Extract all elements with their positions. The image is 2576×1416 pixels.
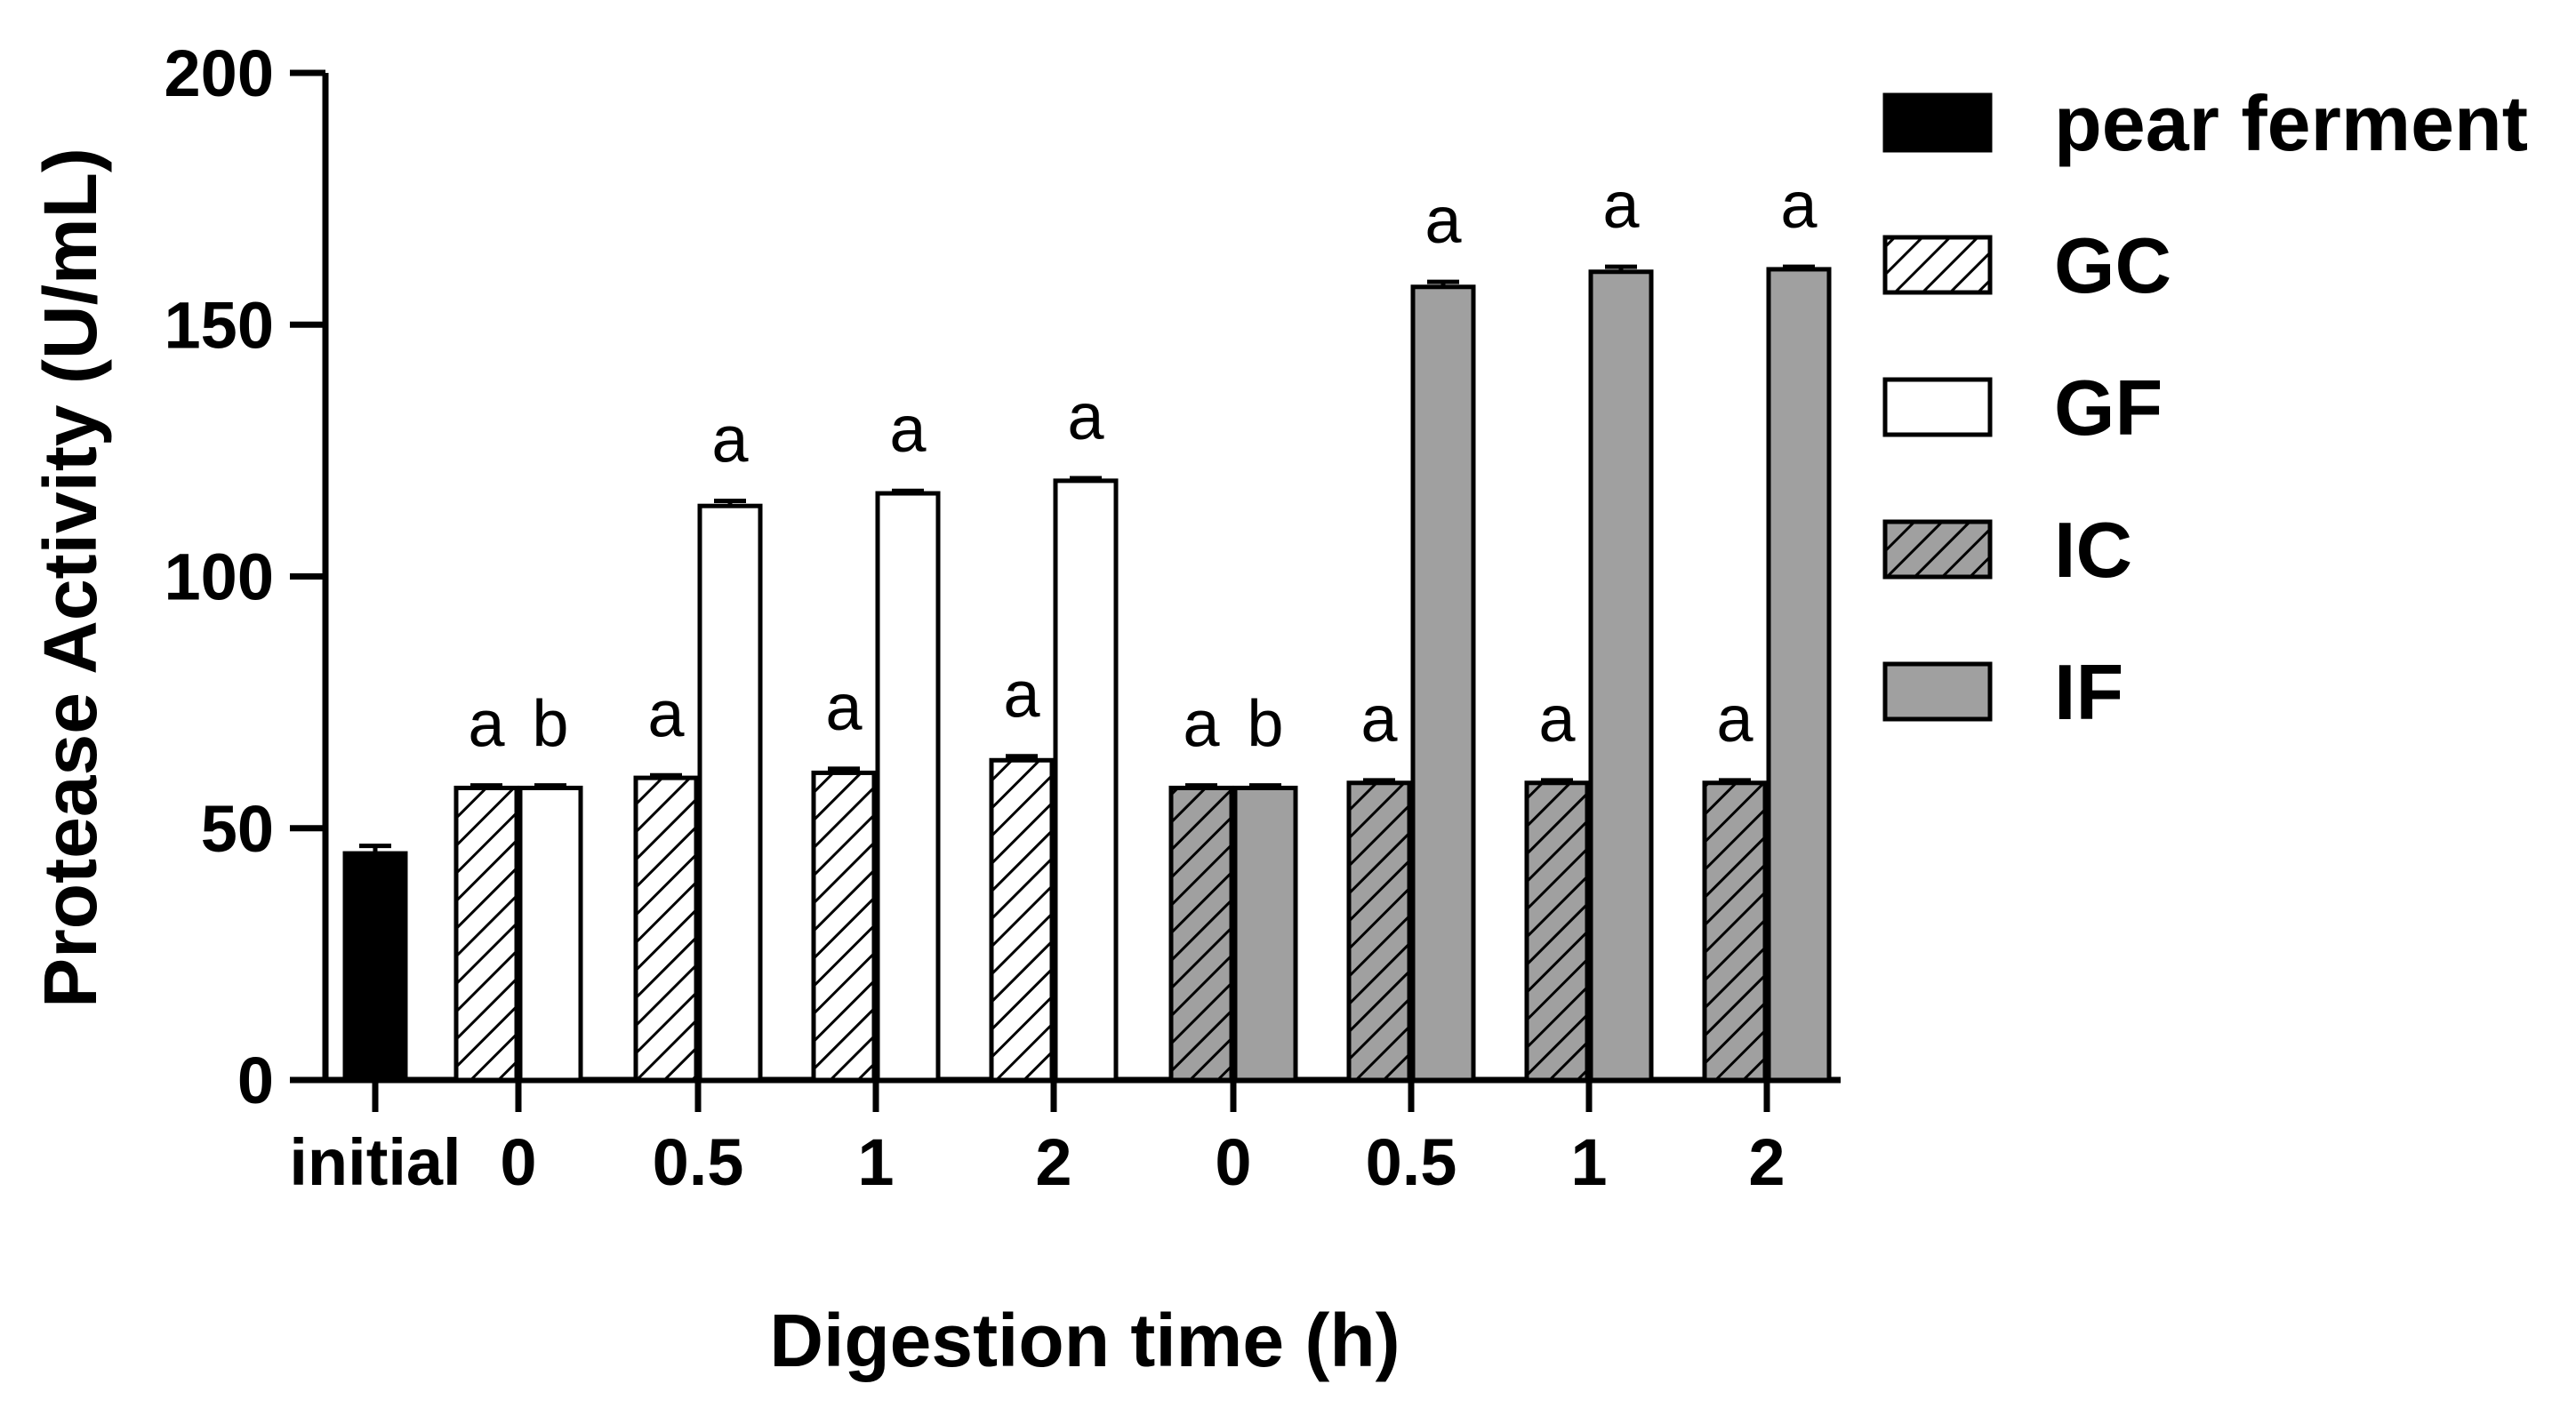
bar-gf: [518, 785, 583, 1083]
x-axis-title: Digestion time (h): [769, 1299, 1400, 1382]
legend-swatch-gc: [1882, 235, 1993, 295]
y-axis-title: Protease Activity (U/mL): [28, 148, 112, 1008]
y-tick-label: 50: [201, 792, 274, 866]
significance-label: a: [711, 403, 749, 476]
significance-label: a: [889, 392, 927, 466]
y-tick-label: 200: [165, 36, 274, 110]
significance-label: a: [825, 670, 863, 744]
bar-if: [1766, 267, 1832, 1083]
legend-label-pear-ferment: pear ferment: [2054, 79, 2528, 167]
bar-gc: [811, 770, 877, 1083]
legend-swatch-gf: [1882, 377, 1993, 437]
bar-if: [1410, 284, 1476, 1083]
y-tick-label: 100: [165, 540, 274, 614]
legend-label-if: IF: [2054, 648, 2123, 736]
significance-label: a: [1003, 658, 1040, 732]
bar-gf: [875, 491, 941, 1083]
significance-label: a: [1780, 168, 1818, 242]
bar-if: [1588, 269, 1654, 1083]
legend-swatch-if: [1882, 661, 1993, 722]
significance-label: a: [1602, 168, 1640, 242]
legend-label-gc: GC: [2054, 221, 2171, 309]
x-tick-label: 1: [857, 1125, 894, 1199]
x-tick-label: 0: [500, 1125, 536, 1199]
significance-label: a: [1538, 682, 1576, 756]
legend-label-gf: GF: [2054, 364, 2163, 452]
bar-ic: [1524, 780, 1590, 1083]
x-tick-label: initial: [289, 1125, 461, 1199]
legend-swatch-pear-ferment: [1882, 92, 1993, 153]
x-tick-label: 0.5: [1366, 1125, 1457, 1199]
bar-ic: [1346, 780, 1412, 1083]
x-tick-label: 0: [1215, 1125, 1251, 1199]
bar-if: [1232, 785, 1298, 1083]
significance-label: a: [1183, 687, 1220, 761]
x-tick-label: 0.5: [653, 1125, 744, 1199]
legend-label-ic: IC: [2054, 506, 2132, 594]
significance-label: a: [1067, 380, 1104, 453]
significance-label: a: [1716, 682, 1753, 756]
legend-swatch-ic: [1882, 519, 1993, 580]
bar-gf: [697, 503, 763, 1083]
x-tick-label: 1: [1570, 1125, 1607, 1199]
y-tick-label: 150: [165, 288, 274, 362]
significance-label: a: [468, 687, 505, 761]
bar-gc: [453, 785, 519, 1083]
significance-label: a: [1360, 682, 1398, 756]
y-tick-label: 0: [237, 1044, 274, 1117]
x-tick-label: 2: [1035, 1125, 1071, 1199]
bar-ic: [1168, 785, 1234, 1083]
bar-gc: [633, 775, 699, 1083]
bar-pear-ferment: [342, 851, 408, 1083]
legend: pear ferment GC GF IC IF: [1882, 79, 2528, 736]
significance-label: b: [1247, 687, 1283, 761]
significance-label: a: [1424, 183, 1462, 257]
significance-label: a: [647, 676, 685, 750]
significance-label: b: [532, 687, 568, 761]
bar-gf: [1053, 478, 1119, 1083]
bar-gc: [989, 757, 1055, 1083]
bar-ic: [1702, 780, 1768, 1083]
x-tick-label: 2: [1748, 1125, 1785, 1199]
